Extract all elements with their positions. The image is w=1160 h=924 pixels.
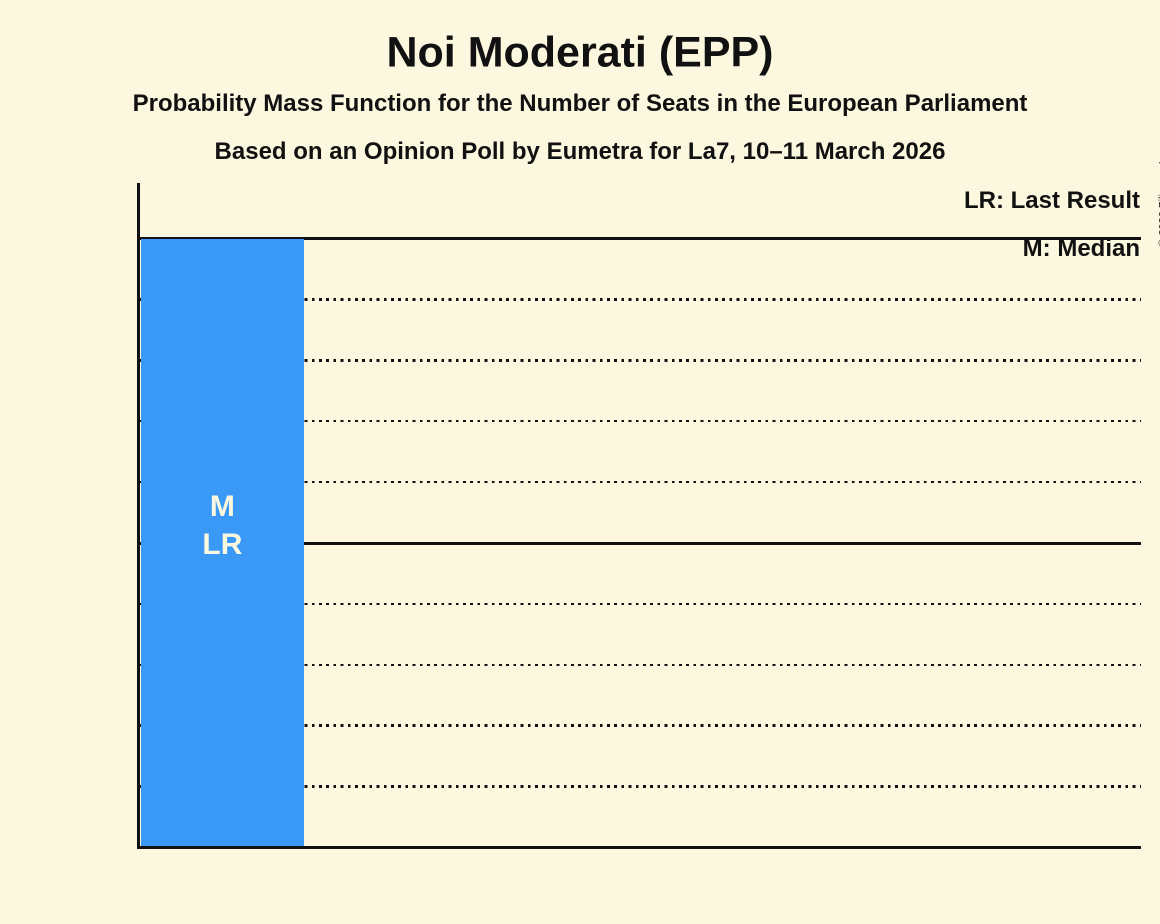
y-axis-line [137,183,140,849]
gridline-dotted-80pct [139,359,1141,362]
bar-annotation-median-lastresult: M LR [202,488,242,564]
bar-annotation-line: M [209,490,235,523]
gridline-solid-100pct [139,237,1141,240]
gridline-dotted-70pct [139,419,1141,423]
chart-title: Noi Moderati (EPP) [386,28,774,77]
gridline-dotted-10pct [139,785,1141,788]
bar-seats-0 [140,238,305,846]
gridline-dotted-20pct [139,724,1141,727]
legend-last-result: LR: Last Result [963,187,1140,214]
gridline-dotted-60pct [139,480,1141,484]
gridline-dotted-30pct [139,663,1141,667]
bar-annotation-line: LR [202,528,243,561]
chart-subtitle: Probability Mass Function for the Number… [132,90,1028,117]
gridline-dotted-90pct [139,298,1141,301]
x-axis-line [137,846,1141,849]
gridline-dotted-40pct [139,602,1141,606]
chart-subtitle-source: Based on an Opinion Poll by Eumetra for … [214,138,946,165]
gridline-solid-50pct [139,541,1141,545]
